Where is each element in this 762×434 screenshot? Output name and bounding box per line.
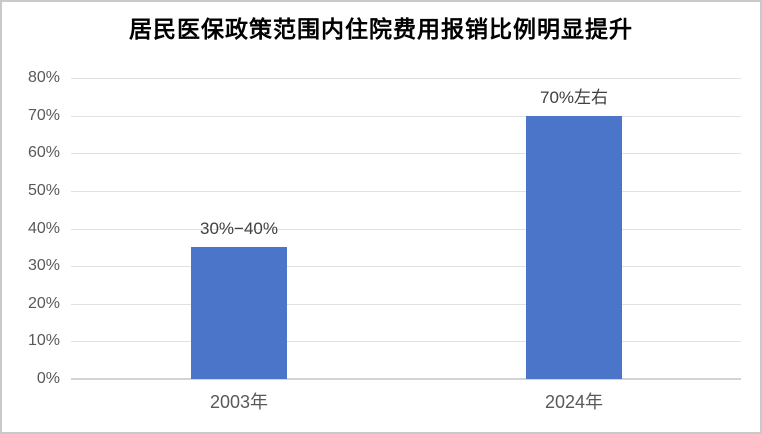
- bar-2024年: [526, 116, 622, 379]
- bar-value-label: 70%左右: [539, 88, 609, 107]
- chart-title: 居民医保政策范围内住院费用报销比例明显提升: [129, 16, 633, 42]
- y-axis-tick-label: 0%: [36, 370, 60, 387]
- x-axis-baseline: [71, 378, 741, 380]
- gridline: [71, 78, 741, 79]
- gridline: [71, 229, 741, 230]
- y-axis-tick-label: 70%: [27, 107, 60, 124]
- gridline: [71, 153, 741, 154]
- y-axis-tick-label: 20%: [27, 295, 60, 312]
- x-axis-category-label: 2024年: [544, 392, 604, 412]
- y-axis-tick-label: 60%: [27, 144, 60, 161]
- y-axis-tick-label: 80%: [27, 69, 60, 86]
- bar-value-label: 30%−40%: [200, 219, 278, 238]
- x-axis-category-label: 2003年: [209, 392, 269, 412]
- gridline: [71, 304, 741, 305]
- gridline: [71, 266, 741, 267]
- y-axis-tick-label: 10%: [27, 332, 60, 349]
- gridline: [71, 341, 741, 342]
- gridline: [71, 191, 741, 192]
- bar-2003年: [191, 247, 287, 379]
- y-axis-tick-label: 40%: [27, 220, 60, 237]
- y-axis-tick-label: 30%: [27, 257, 60, 274]
- gridline: [71, 116, 741, 117]
- y-axis-tick-label: 50%: [27, 182, 60, 199]
